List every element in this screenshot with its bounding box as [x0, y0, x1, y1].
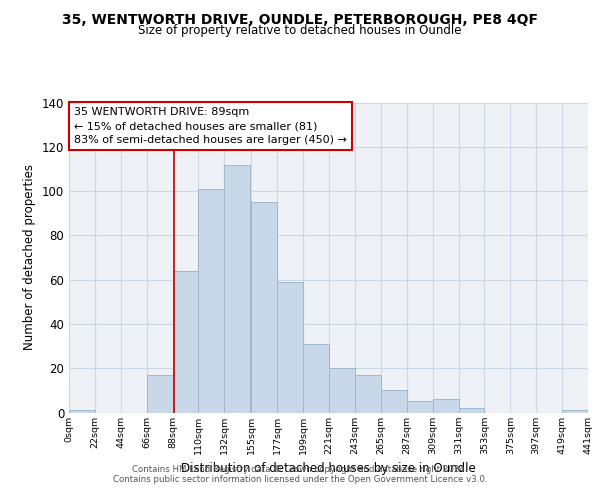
Bar — [69, 410, 95, 412]
Bar — [458, 408, 484, 412]
Text: Contains HM Land Registry data © Crown copyright and database right 2024.: Contains HM Land Registry data © Crown c… — [132, 465, 468, 474]
Bar — [173, 271, 199, 412]
Bar — [303, 344, 329, 412]
Bar — [562, 410, 588, 412]
Bar — [224, 164, 250, 412]
Bar — [277, 282, 303, 412]
Bar — [381, 390, 407, 412]
Bar — [146, 375, 173, 412]
Bar — [329, 368, 355, 412]
Y-axis label: Number of detached properties: Number of detached properties — [23, 164, 36, 350]
Bar — [433, 399, 458, 412]
Bar — [407, 402, 433, 412]
Bar — [199, 189, 224, 412]
Text: 35, WENTWORTH DRIVE, OUNDLE, PETERBOROUGH, PE8 4QF: 35, WENTWORTH DRIVE, OUNDLE, PETERBOROUG… — [62, 12, 538, 26]
Bar — [355, 375, 381, 412]
Text: Contains public sector information licensed under the Open Government Licence v3: Contains public sector information licen… — [113, 475, 487, 484]
Text: Size of property relative to detached houses in Oundle: Size of property relative to detached ho… — [138, 24, 462, 37]
X-axis label: Distribution of detached houses by size in Oundle: Distribution of detached houses by size … — [181, 462, 476, 475]
Bar — [251, 202, 277, 412]
Text: 35 WENTWORTH DRIVE: 89sqm
← 15% of detached houses are smaller (81)
83% of semi-: 35 WENTWORTH DRIVE: 89sqm ← 15% of detac… — [74, 107, 347, 145]
